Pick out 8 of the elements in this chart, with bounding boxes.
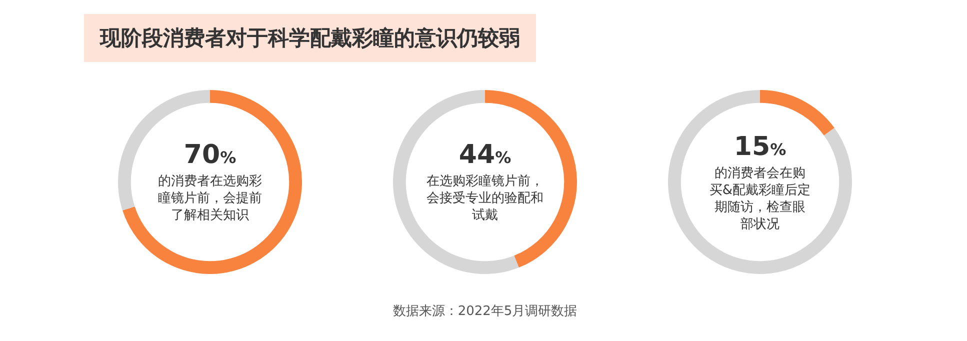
text: 的消费者会在购买&配戴彩瞳后定期随访，检查眼部状况: [709, 164, 811, 232]
text: 的消费者在选购彩瞳镜片前，会提前了解相关知识: [157, 173, 263, 224]
text: 在选购彩瞳镜片前，会接受专业的验配和试戴: [426, 173, 544, 224]
data-label: 70%: [184, 140, 236, 172]
source-note: 数据来源：2022年5月调研数据: [392, 303, 578, 320]
data-label: 15%: [734, 132, 786, 164]
data-label: 44%: [458, 140, 512, 172]
chart-title: 现阶段消费者对于科学配戴彩瞳的意识仍较弱: [84, 14, 536, 62]
